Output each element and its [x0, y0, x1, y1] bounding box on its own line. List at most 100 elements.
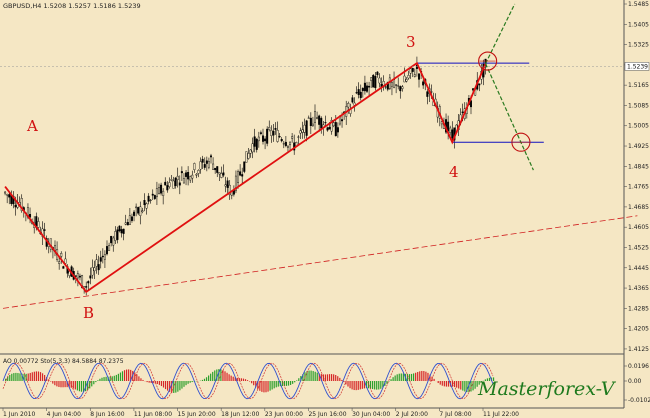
candle-body [370, 77, 373, 81]
ao-bar [11, 373, 13, 381]
candle-body [197, 170, 200, 174]
candle-body [422, 81, 425, 86]
candle-body [62, 266, 65, 269]
ao-bar [419, 371, 421, 381]
candle-body [361, 87, 364, 91]
ao-bar [140, 378, 142, 381]
candle-body [286, 145, 289, 148]
candle-body [180, 171, 183, 174]
ao-bar [281, 381, 283, 387]
candle-body [378, 77, 381, 84]
candle-body [318, 115, 321, 125]
candle-body [189, 176, 192, 181]
candle-body [257, 136, 260, 142]
chart-header: GBPUSD,H4 1.5208 1.5257 1.5186 1.5239 [3, 2, 141, 10]
candle-body [153, 195, 156, 199]
ao-bar [27, 373, 29, 381]
ao-bar [269, 381, 271, 391]
ao-bar [398, 373, 400, 381]
ao-bar [19, 373, 21, 381]
ao-bar [60, 381, 62, 388]
ao-bar [64, 381, 66, 388]
ao-bar [58, 381, 60, 388]
candle-body [284, 141, 287, 146]
candle-body [332, 122, 335, 127]
candle-body [311, 123, 314, 126]
time-tick-label: 8 Jun 16:00 [90, 411, 124, 418]
ao-bar [203, 378, 206, 381]
ao-bar [349, 381, 351, 389]
price-panel [0, 0, 624, 354]
ao-bar [216, 369, 218, 381]
ao-bar [50, 381, 52, 382]
candle-body [87, 281, 90, 284]
ao-bar [148, 381, 150, 383]
ao-bar [376, 381, 378, 390]
candle-body [241, 174, 244, 177]
ao-bar [78, 381, 81, 392]
ao-bar [267, 381, 269, 392]
ao-bar [484, 379, 486, 381]
candle-body [291, 136, 294, 139]
ao-bar [251, 381, 253, 384]
candle-body [137, 207, 140, 214]
ao-bar [331, 374, 333, 381]
ao-bar [447, 381, 450, 387]
candle-body [384, 86, 387, 88]
ao-bar [253, 381, 255, 386]
ao-bar [99, 378, 101, 381]
ao-bar [318, 373, 320, 381]
candle-body [120, 229, 123, 234]
ao-bar [82, 381, 85, 392]
candle-body [174, 177, 177, 187]
time-tick-label: 11 Jul 22:00 [483, 411, 519, 418]
projection-line [485, 3, 516, 64]
ao-bar [417, 371, 419, 381]
candle-body [105, 246, 108, 255]
candle-body [139, 206, 142, 216]
candle-body [114, 231, 117, 241]
ao-bar [306, 371, 308, 381]
ao-bar [105, 376, 107, 381]
candle-body [326, 127, 329, 131]
candle-body [116, 229, 119, 240]
time-tick-label: 23 Jun 00:00 [265, 411, 303, 418]
price-tick-label: 1.4125 [628, 346, 649, 353]
ao-bar [37, 371, 40, 381]
ao-bar [80, 381, 83, 392]
candle-body [6, 194, 9, 196]
candle-body [461, 111, 464, 114]
candle-body [270, 130, 273, 136]
ao-bar [333, 374, 335, 381]
ao-bar [257, 381, 259, 390]
candle-body [478, 83, 481, 86]
candle-body [237, 171, 240, 183]
ao-bar [328, 374, 331, 381]
price-tick-label: 1.4205 [628, 326, 649, 333]
candle-body [399, 86, 402, 92]
ao-bar [480, 381, 482, 383]
time-tick-label: 2 Jul 20:00 [396, 411, 428, 418]
candle-body [449, 127, 452, 133]
candle-body [95, 259, 98, 267]
ao-bar [150, 381, 152, 383]
ao-bar [111, 376, 113, 381]
candles [4, 56, 487, 296]
ao-bar [97, 380, 99, 381]
ao-bar [142, 379, 144, 381]
ao-bar [478, 381, 480, 385]
ao-bar [62, 381, 64, 388]
price-tick-label: 1.5085 [628, 102, 649, 109]
ao-bar [9, 374, 11, 381]
candle-body [128, 215, 131, 225]
ao-bar [337, 376, 339, 381]
candle-body [289, 141, 292, 146]
time-axis-ticks: 1 Jun 2010 4 Jun 04:00 8 Jun 16:00 11 Jun 0… [2, 408, 519, 418]
ao-bar [255, 381, 257, 388]
ao-bar [218, 369, 220, 381]
ao-bar [246, 380, 249, 381]
candle-body [249, 149, 252, 154]
time-tick-label: 25 Jun 16:00 [308, 411, 346, 418]
candle-body [368, 85, 371, 88]
ao-bar [363, 381, 365, 389]
